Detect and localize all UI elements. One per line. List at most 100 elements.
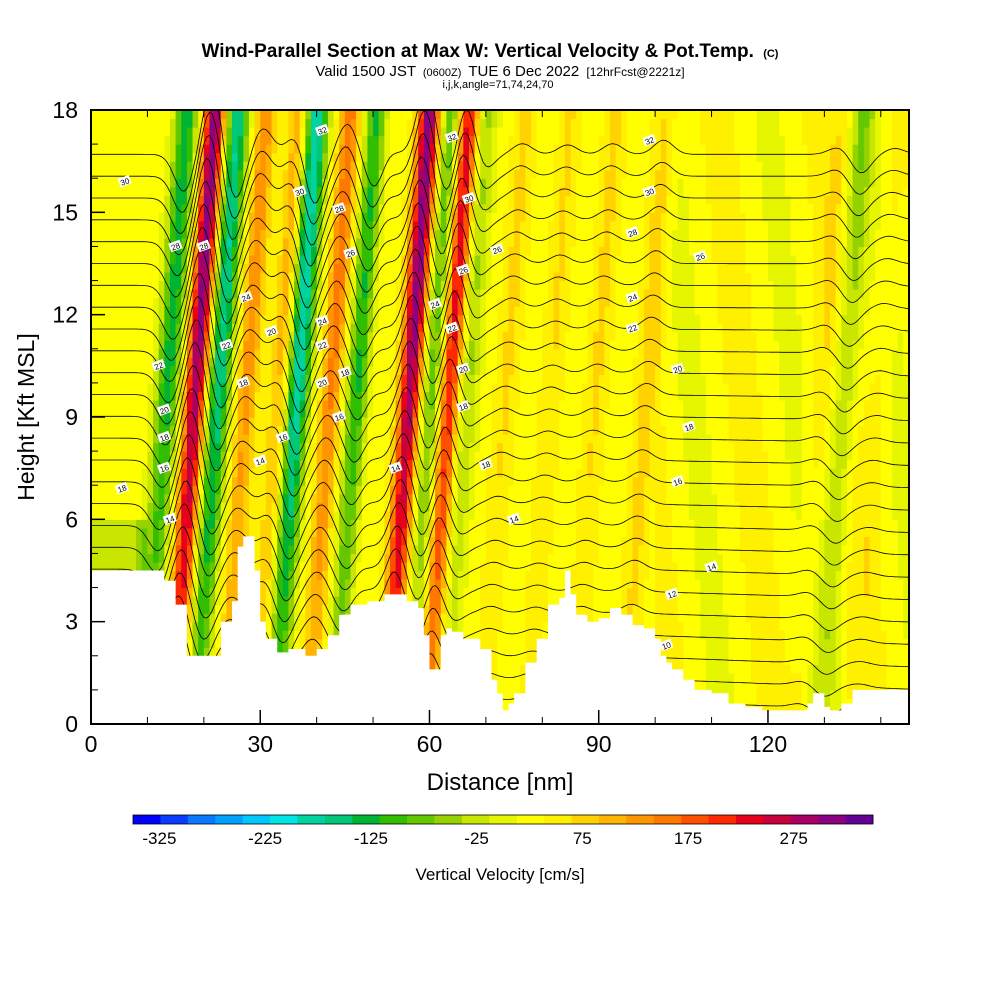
velocity-cell [435, 561, 442, 572]
velocity-cell [277, 152, 284, 162]
velocity-cell [215, 553, 222, 563]
velocity-cell [181, 493, 188, 503]
velocity-cell [435, 425, 442, 435]
velocity-cell [91, 340, 98, 350]
velocity-cell [294, 485, 301, 495]
velocity-cell [406, 536, 414, 546]
velocity-cell [389, 144, 397, 154]
velocity-cell [429, 613, 436, 623]
velocity-cell [339, 476, 346, 486]
velocity-cell [215, 152, 222, 162]
velocity-cell [96, 186, 103, 196]
velocity-cell [237, 519, 244, 529]
velocity-cell [141, 459, 149, 469]
velocity-cell [130, 391, 137, 401]
velocity-cell [169, 357, 177, 367]
velocity-cell [198, 604, 205, 614]
velocity-cell [322, 161, 329, 171]
velocity-cell [147, 451, 154, 461]
velocity-cell [181, 348, 188, 358]
velocity-cell [305, 459, 312, 469]
velocity-cell [265, 348, 273, 358]
velocity-cell [164, 118, 171, 128]
velocity-cell [203, 212, 211, 222]
velocity-cell [457, 451, 464, 461]
velocity-cell [361, 169, 369, 179]
velocity-cell [271, 365, 278, 375]
velocity-cell [288, 468, 295, 478]
velocity-cell [147, 340, 154, 350]
velocity-cell [311, 638, 318, 648]
velocity-cell [175, 374, 182, 384]
velocity-cell [271, 169, 278, 179]
velocity-cell [169, 399, 177, 410]
velocity-cell [271, 340, 278, 350]
velocity-cell [327, 382, 335, 393]
velocity-cell [412, 417, 419, 427]
velocity-cell [260, 289, 267, 299]
velocity-cell [136, 289, 143, 299]
velocity-cell [96, 493, 103, 503]
velocity-cell [339, 195, 346, 205]
velocity-cell [288, 127, 295, 137]
velocity-cell [243, 144, 250, 154]
velocity-cell [96, 374, 103, 384]
velocity-cell [474, 391, 481, 401]
velocity-cell [282, 399, 290, 410]
velocity-cell [435, 314, 442, 324]
velocity-cell [435, 408, 442, 418]
velocity-cell [429, 323, 436, 333]
velocity-cell [339, 604, 346, 614]
velocity-cell [277, 272, 284, 282]
velocity-cell [378, 127, 385, 137]
velocity-cell [282, 331, 290, 341]
velocity-cell [265, 144, 273, 154]
velocity-cell [288, 408, 295, 418]
velocity-cell [220, 272, 227, 282]
velocity-cell [226, 195, 233, 205]
velocity-cell [457, 229, 464, 239]
velocity-cell [378, 212, 385, 222]
velocity-cell [169, 536, 177, 546]
velocity-cell [124, 468, 132, 478]
velocity-cell [91, 544, 98, 555]
velocity-cell [265, 434, 273, 444]
velocity-cell [243, 502, 250, 512]
velocity-cell [164, 391, 171, 401]
velocity-cell [203, 399, 211, 410]
velocity-cell [192, 425, 199, 435]
velocity-cell [423, 536, 431, 546]
velocity-cell [271, 314, 278, 324]
velocity-cell [124, 161, 132, 171]
velocity-cell [356, 579, 363, 589]
velocity-cell [181, 527, 188, 537]
velocity-cell [468, 263, 476, 273]
velocity-cell [198, 587, 205, 597]
velocity-cell [186, 553, 194, 563]
velocity-cell [423, 604, 431, 614]
velocity-cell [254, 195, 261, 205]
velocity-cell [367, 451, 374, 461]
velocity-cell [457, 502, 464, 512]
velocity-cell [463, 434, 470, 444]
velocity-cell [181, 220, 188, 230]
velocity-cell [164, 127, 171, 137]
velocity-cell [412, 280, 419, 290]
velocity-cell [389, 186, 397, 196]
velocity-cell [311, 331, 318, 341]
velocity-cell [175, 510, 182, 520]
velocity-cell [198, 485, 205, 495]
velocity-cell [158, 382, 165, 393]
velocity-cell [169, 110, 177, 120]
velocity-cell [102, 536, 109, 546]
velocity-cell [344, 434, 352, 444]
velocity-cell [311, 604, 318, 614]
velocity-cell [107, 519, 115, 529]
velocity-cell [361, 135, 369, 145]
velocity-cell [271, 382, 278, 393]
velocity-cell [96, 365, 103, 375]
velocity-cell [254, 314, 261, 324]
velocity-cell [350, 272, 357, 282]
velocity-cell [446, 391, 453, 401]
velocity-cell [181, 144, 188, 154]
